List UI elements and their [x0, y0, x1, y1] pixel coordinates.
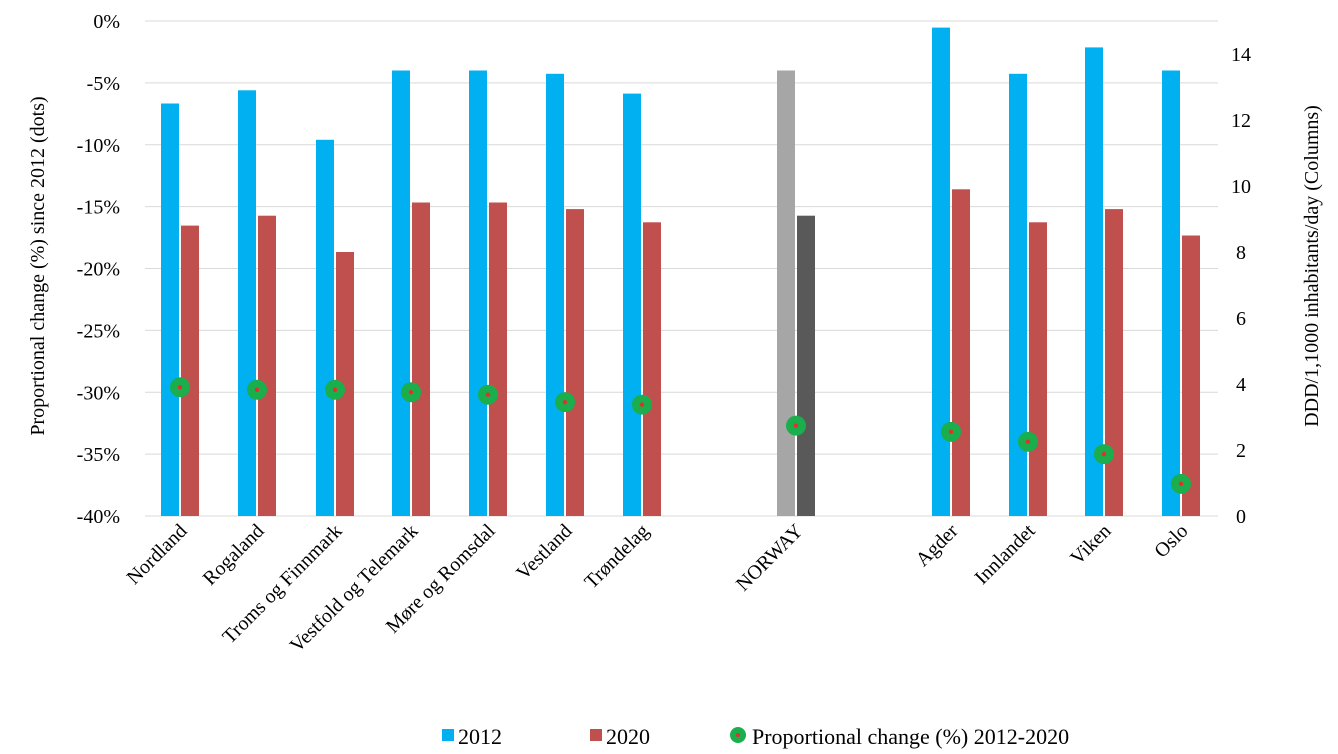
bar-2012 — [623, 93, 641, 516]
x-tick-label: Vestland — [512, 520, 576, 584]
x-tick-label: Rogaland — [199, 520, 269, 590]
bar-2012 — [238, 90, 256, 517]
bar-2020 — [566, 209, 584, 516]
change-dot-center — [1025, 439, 1031, 444]
x-tick-label: Agder — [912, 520, 963, 571]
bar-2020 — [1105, 209, 1123, 516]
change-dot-center — [793, 423, 799, 428]
bar-2020 — [181, 225, 199, 516]
dots — [170, 377, 1191, 494]
right-tick-label: 0 — [1236, 506, 1246, 528]
legend: 2012 2020 Proportional change (%) 2012-2… — [442, 724, 1069, 749]
legend-label-change: Proportional change (%) 2012-2020 — [752, 724, 1069, 749]
bar-2012 — [1085, 47, 1103, 517]
change-dot-center — [1178, 481, 1184, 487]
x-tick-label: Oslo — [1150, 520, 1192, 562]
x-tick-label: Trøndelag — [580, 520, 653, 593]
change-dot-center — [1101, 451, 1107, 457]
right-tick-label: 6 — [1236, 308, 1246, 330]
change-dot-center — [485, 392, 491, 397]
left-tick-label: -5% — [87, 73, 120, 95]
right-tick-label: 8 — [1236, 242, 1246, 264]
bar-2012 — [1009, 73, 1027, 517]
change-dot-center — [639, 402, 645, 407]
bar-2020 — [797, 215, 815, 516]
right-tick-label: 4 — [1236, 374, 1246, 396]
left-tick-label: -30% — [77, 382, 120, 404]
left-axis: 0% -5% -10% -15% -20% -25% -30% -35% -40% — [77, 11, 120, 528]
change-dot-center — [948, 429, 954, 435]
gridlines — [145, 20, 1218, 517]
bar-2020 — [412, 202, 430, 516]
x-tick-label: NORWAY — [732, 520, 808, 596]
left-tick-label: -10% — [77, 135, 120, 157]
x-tick-label: Vestfold og Telemark — [286, 520, 423, 657]
left-tick-label: -40% — [77, 506, 120, 528]
left-tick-label: -20% — [77, 259, 120, 281]
bar-2012 — [546, 73, 564, 517]
bar-2012 — [1162, 70, 1180, 516]
right-tick-label: 12 — [1231, 110, 1251, 132]
x-tick-label: Nordland — [123, 520, 192, 589]
bar-2012 — [316, 139, 334, 517]
left-tick-label: -25% — [77, 320, 120, 342]
change-dot-center — [562, 399, 568, 405]
legend-label-2020: 2020 — [606, 724, 650, 749]
change-dot-center — [332, 387, 338, 392]
legend-swatch-change-center — [736, 733, 740, 737]
legend-label-2012: 2012 — [458, 724, 502, 749]
change-dot-center — [254, 387, 260, 392]
bar-2020 — [643, 222, 661, 517]
right-axis-title: DDD/1,1000 inhabitants/day (Columns) — [1301, 105, 1323, 427]
bar-2012 — [469, 70, 487, 516]
x-tick-label: Viken — [1066, 520, 1115, 569]
right-tick-label: 2 — [1236, 440, 1246, 462]
x-tick-label: Innlandet — [971, 520, 1040, 589]
bar-2012 — [932, 27, 950, 516]
bar-2012 — [161, 103, 179, 516]
bars — [161, 27, 1200, 517]
legend-swatch-2012 — [442, 729, 454, 741]
left-tick-label: -15% — [77, 197, 120, 219]
bar-2012 — [777, 70, 795, 516]
change-dot-center — [177, 385, 183, 390]
bar-2020 — [1029, 222, 1047, 517]
bar-2020 — [258, 215, 276, 516]
right-tick-label: 14 — [1231, 44, 1251, 66]
bar-2020 — [952, 189, 970, 517]
bar-2020 — [489, 202, 507, 516]
change-dot-center — [408, 390, 414, 395]
bar-2020 — [1182, 235, 1200, 516]
right-tick-label: 10 — [1231, 176, 1251, 198]
left-tick-label: -35% — [77, 444, 120, 466]
bar-2012 — [392, 70, 410, 516]
right-axis: 14 12 10 8 6 4 2 0 — [1231, 44, 1251, 528]
left-tick-label: 0% — [93, 11, 120, 33]
legend-swatch-2020 — [590, 729, 602, 741]
bar-2020 — [336, 252, 354, 516]
left-axis-title: Proportional change (%) since 2012 (dots… — [27, 96, 49, 435]
